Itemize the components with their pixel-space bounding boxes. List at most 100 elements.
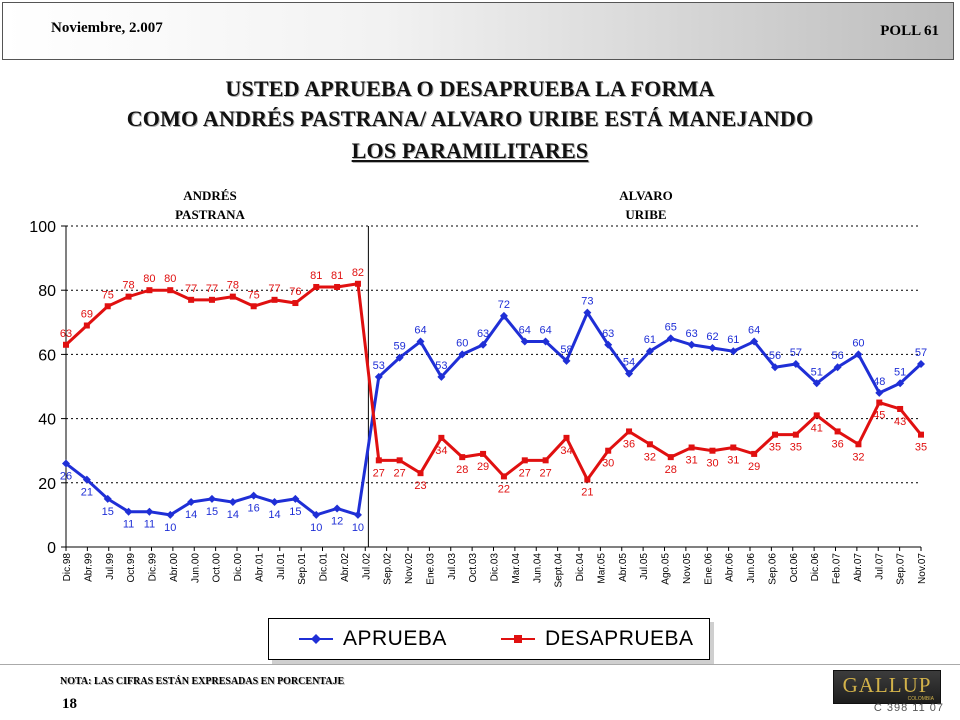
data-label-desaprueba: 75 <box>102 289 114 301</box>
data-label-desaprueba: 27 <box>373 467 385 479</box>
point-desaprueba <box>542 457 549 464</box>
point-desaprueba <box>188 296 195 303</box>
y-tick-label: 0 <box>47 540 56 557</box>
point-desaprueba <box>125 293 132 300</box>
period-label-uribe: ALVARO URIBE <box>604 186 688 224</box>
x-tick-label: Nov.07 <box>917 553 928 584</box>
point-desaprueba <box>334 283 341 290</box>
point-aprueba <box>771 363 780 372</box>
y-tick-label: 20 <box>38 476 56 493</box>
point-desaprueba <box>563 434 570 441</box>
x-tick-label: Sept.04 <box>554 553 565 588</box>
data-label-aprueba: 10 <box>352 522 364 534</box>
data-label-desaprueba: 75 <box>248 289 260 301</box>
point-desaprueba <box>354 280 361 287</box>
x-tick-label: Oct.06 <box>789 553 800 583</box>
x-tick-label: Mar.04 <box>511 553 522 584</box>
point-desaprueba <box>375 457 382 464</box>
period-pastrana-line-2: PASTRANA <box>175 207 245 222</box>
data-label-desaprueba: 80 <box>164 273 176 285</box>
point-aprueba <box>604 340 613 349</box>
point-desaprueba <box>855 441 862 448</box>
point-aprueba <box>645 347 654 356</box>
point-desaprueba <box>646 441 653 448</box>
point-aprueba <box>416 337 425 346</box>
data-label-desaprueba: 27 <box>519 467 531 479</box>
point-aprueba <box>374 372 383 381</box>
data-label-aprueba: 15 <box>206 506 218 518</box>
data-label-desaprueba: 23 <box>414 480 426 492</box>
point-aprueba <box>166 510 175 519</box>
x-tick-label: Sep.07 <box>896 553 907 585</box>
point-aprueba <box>875 388 884 397</box>
x-tick-label: Abr.06 <box>725 553 736 582</box>
point-aprueba <box>228 498 237 507</box>
point-desaprueba <box>834 428 841 435</box>
x-tick-label: Abr.01 <box>254 553 265 582</box>
data-label-aprueba: 10 <box>164 522 176 534</box>
data-label-aprueba: 58 <box>560 344 572 356</box>
data-label-aprueba: 57 <box>915 347 927 359</box>
data-label-desaprueba: 34 <box>560 445 572 457</box>
series-line-aprueba <box>65 309 923 517</box>
data-label-aprueba: 14 <box>185 509 197 521</box>
data-label-aprueba: 53 <box>435 360 447 372</box>
x-tick-label: Mar.05 <box>596 553 607 584</box>
point-desaprueba <box>605 447 612 454</box>
data-label-desaprueba: 29 <box>477 461 489 473</box>
data-label-aprueba: 64 <box>540 325 552 337</box>
point-desaprueba <box>438 434 445 441</box>
point-aprueba <box>187 498 196 507</box>
data-label-desaprueba: 27 <box>540 467 552 479</box>
title-line-3-text: LOS PARAMILITARES <box>351 138 589 163</box>
point-aprueba <box>312 510 321 519</box>
point-aprueba <box>353 510 362 519</box>
point-desaprueba <box>271 296 278 303</box>
x-tick-label: Jul.07 <box>874 553 885 580</box>
point-aprueba <box>833 363 842 372</box>
data-label-aprueba: 61 <box>644 334 656 346</box>
x-tick-label: Dic.98 <box>62 553 73 582</box>
data-label-desaprueba: 35 <box>769 442 781 454</box>
x-tick-label: Jul.02 <box>361 553 372 580</box>
data-label-aprueba: 72 <box>498 299 510 311</box>
data-label-desaprueba: 69 <box>81 309 93 321</box>
data-label-desaprueba: 28 <box>665 464 677 476</box>
data-label-aprueba: 57 <box>790 347 802 359</box>
point-aprueba <box>541 337 550 346</box>
point-desaprueba <box>208 296 215 303</box>
x-tick-label: Abr.99 <box>83 553 94 582</box>
data-label-desaprueba: 28 <box>456 464 468 476</box>
point-desaprueba <box>813 412 820 419</box>
point-aprueba <box>687 340 696 349</box>
legend-label-desaprueba: DESAPRUEBA <box>545 627 694 650</box>
chart-legend: APRUEBA DESAPRUEBA <box>268 618 710 660</box>
data-label-desaprueba: 36 <box>623 438 635 450</box>
data-label-desaprueba: 43 <box>894 416 906 428</box>
x-tick-label: Abr.02 <box>340 553 351 582</box>
x-tick-label: Sep.01 <box>297 553 308 585</box>
data-label-desaprueba: 27 <box>394 467 406 479</box>
data-label-aprueba: 63 <box>685 328 697 340</box>
point-desaprueba <box>751 450 758 457</box>
x-tick-label: Dic.03 <box>490 553 501 582</box>
data-label-aprueba: 54 <box>623 357 635 369</box>
point-desaprueba <box>229 293 236 300</box>
point-desaprueba <box>480 450 487 457</box>
point-aprueba <box>333 504 342 513</box>
data-label-aprueba: 14 <box>227 509 239 521</box>
data-label-desaprueba: 30 <box>706 458 718 470</box>
point-aprueba <box>145 507 154 516</box>
data-label-desaprueba: 63 <box>60 328 72 340</box>
data-label-aprueba: 56 <box>831 350 843 362</box>
x-tick-label: Dic.01 <box>319 553 330 582</box>
data-label-aprueba: 53 <box>373 360 385 372</box>
title-line-2: COMO ANDRÉS PASTRANA/ ALVARO URIBE ESTÁ … <box>126 106 814 131</box>
point-desaprueba <box>459 454 466 461</box>
data-label-aprueba: 59 <box>394 341 406 353</box>
point-aprueba <box>82 475 91 484</box>
x-tick-label: Jun.04 <box>532 553 543 583</box>
data-label-aprueba: 60 <box>852 337 864 349</box>
data-label-aprueba: 15 <box>289 506 301 518</box>
